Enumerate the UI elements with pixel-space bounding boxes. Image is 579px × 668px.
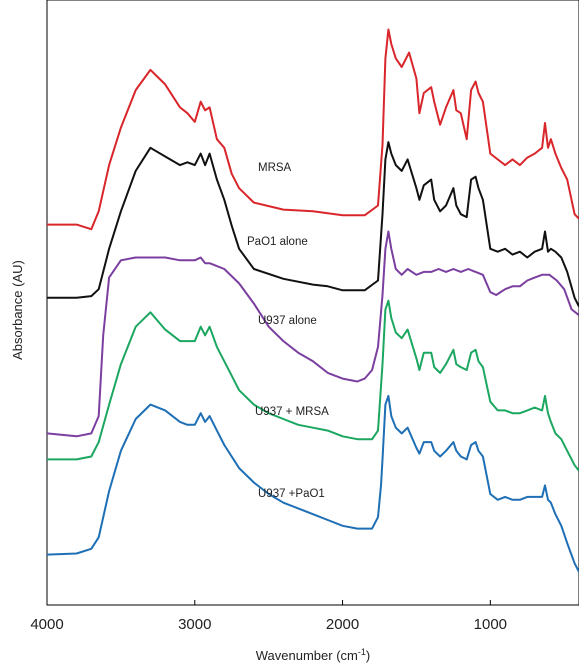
series-line-u937-alone [46,230,579,438]
series-line-pao1-alone [47,141,579,307]
series-line-mrsa [47,28,579,231]
y-axis-label: Absorbance (AU) [10,260,25,360]
x-tick-label: 1000 [474,616,507,633]
series-label-u937-alone: U937 alone [258,315,317,327]
series-line-u937-mrsa [47,299,579,472]
plot-frame [46,0,579,606]
series-layer [46,28,579,573]
series-label-layer: MRSA PaO1 alone U937 alone U937 + MRSA U937 … [247,162,329,500]
x-tick-label: 4000 [30,616,63,633]
x-axis-label: Wavenumber (cm-1) [256,647,370,663]
x-axis-ticks: 4000 3000 2000 1000 [30,600,507,633]
series-line-u937-pao1 [46,394,579,573]
plot-area [46,0,579,606]
series-label-mrsa: MRSA [258,162,292,174]
series-label-u937-pao1: U937 +PaO1 [258,488,325,500]
x-axis-label-superscript: -1 [358,647,366,657]
x-tick-label: 2000 [326,616,359,633]
series-label-pao1-alone: PaO1 alone [247,236,308,248]
x-tick-label: 3000 [178,616,211,633]
series-label-u937-mrsa: U937 + MRSA [255,406,329,418]
